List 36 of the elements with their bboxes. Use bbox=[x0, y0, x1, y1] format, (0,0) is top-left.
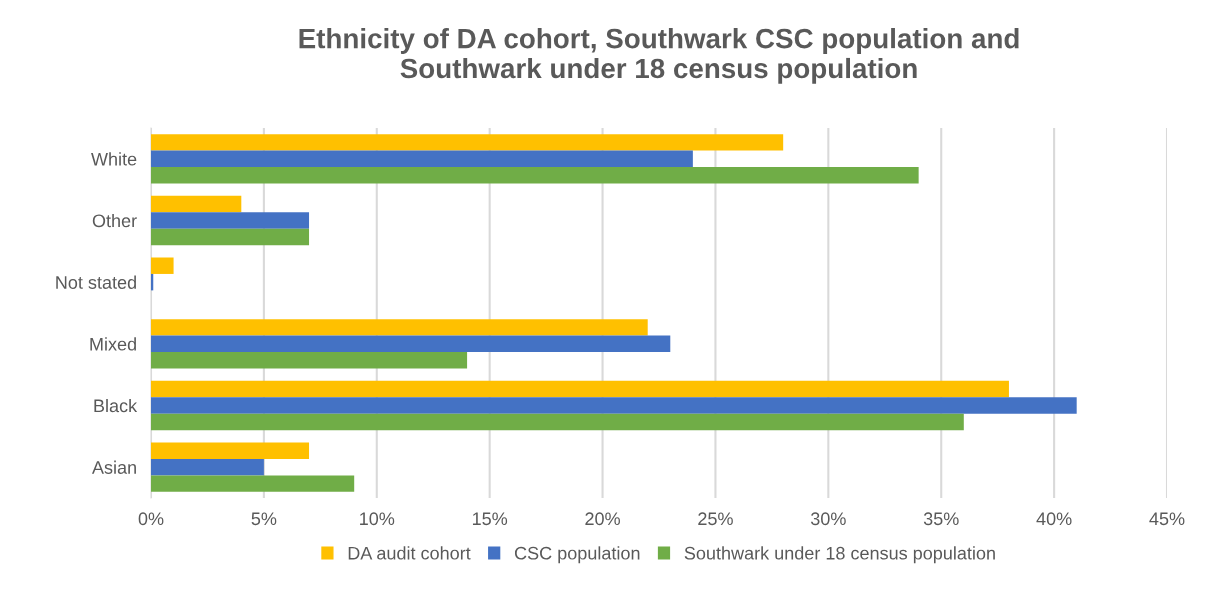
bar bbox=[151, 458, 264, 476]
bar bbox=[151, 228, 310, 246]
y-tick-label: Black bbox=[94, 398, 138, 413]
bar bbox=[151, 195, 242, 213]
x-tick-label: 5% bbox=[251, 512, 277, 526]
bar bbox=[151, 167, 919, 184]
bar bbox=[151, 413, 964, 431]
x-tick-label: 15% bbox=[472, 512, 508, 526]
bar bbox=[151, 257, 174, 274]
y-tick-label: Mixed bbox=[90, 337, 136, 351]
x-tick-label: 20% bbox=[585, 512, 620, 526]
bar bbox=[151, 319, 648, 336]
bar bbox=[151, 397, 1077, 414]
bar bbox=[151, 380, 1009, 398]
bar bbox=[151, 134, 784, 151]
bar bbox=[151, 475, 355, 492]
y-tick-label: Asian bbox=[91, 460, 136, 474]
x-tick-label: 10% bbox=[360, 512, 395, 526]
legend-label: Southwark under 18 census population bbox=[684, 546, 995, 564]
x-tick-label: 45% bbox=[1149, 512, 1185, 526]
y-tick-label: White bbox=[91, 152, 137, 166]
y-tick-label: Other bbox=[92, 213, 137, 228]
x-tick-label: 0% bbox=[138, 512, 164, 526]
x-tick-label: 35% bbox=[923, 512, 959, 526]
x-tick-label: 40% bbox=[1036, 512, 1072, 526]
bar bbox=[151, 442, 310, 459]
chart-title: Ethnicity of DA cohort, Southwark CSC population and Southwark under 18 census population bbox=[299, 28, 1019, 84]
x-tick-label: 30% bbox=[810, 512, 846, 526]
x-tick-label: 25% bbox=[698, 512, 733, 526]
legend-label: CSC population bbox=[514, 546, 640, 564]
bar bbox=[151, 335, 671, 353]
legend-label: DA audit cohort bbox=[348, 546, 471, 560]
bar bbox=[151, 352, 468, 369]
bar bbox=[151, 150, 693, 168]
bar bbox=[151, 212, 310, 229]
y-tick-label: Not stated bbox=[56, 275, 136, 289]
